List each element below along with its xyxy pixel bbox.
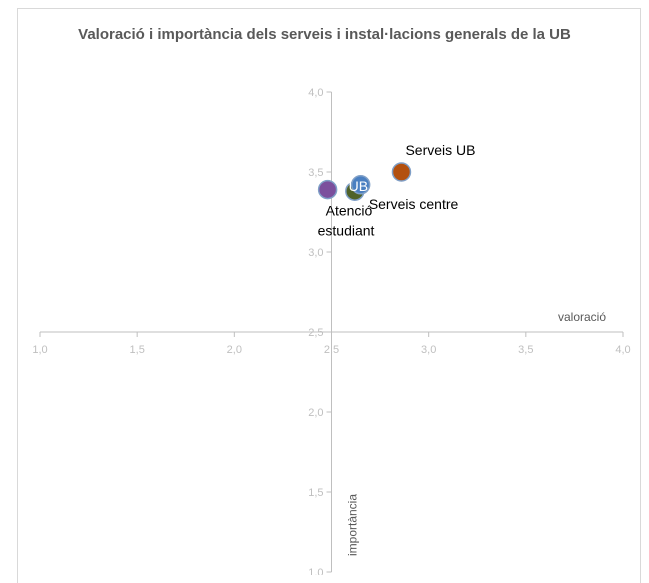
point-label: Serveis centre xyxy=(369,196,459,212)
y-tick-label: 4,0 xyxy=(308,87,323,99)
data-points xyxy=(317,162,412,201)
x-tick-label: 2,5 xyxy=(324,344,339,356)
chart-area xyxy=(17,8,641,583)
x-tick-label: 1,5 xyxy=(130,344,145,356)
y-tick-label: 2,5 xyxy=(308,327,323,339)
x-tick-label: 1,0 xyxy=(32,344,47,356)
y-tick-label: 2,0 xyxy=(308,407,323,419)
y-axis-title: importància xyxy=(346,494,360,556)
y-tick-label: 3,5 xyxy=(308,167,323,179)
x-axis-title: valoració xyxy=(558,310,606,324)
data-point xyxy=(391,162,412,182)
data-point xyxy=(350,175,371,195)
point-label: Atenció estudiant xyxy=(318,203,375,239)
x-tick-label: 3,0 xyxy=(421,344,436,356)
x-tick-label: 4,0 xyxy=(615,344,630,356)
data-point xyxy=(317,179,338,200)
tick-labels: 1,0 1,5 2,0 2,5 3,0 3,5 4,0 1,0 1,5 2,0 2,5 3,0 3,5 4… xyxy=(32,87,630,575)
y-tick-label: 1,5 xyxy=(308,487,323,499)
axes xyxy=(39,91,624,573)
chart-title: Valoració i importància dels serveis i i… xyxy=(78,26,571,43)
y-tick-label: 3,0 xyxy=(308,247,323,259)
point-label: UB xyxy=(349,178,368,194)
point-label: Serveis UB xyxy=(405,142,475,158)
x-tick-label: 2,0 xyxy=(227,344,242,356)
x-tick-label: 3,5 xyxy=(518,344,533,356)
y-tick-label: 1,0 xyxy=(308,567,323,575)
